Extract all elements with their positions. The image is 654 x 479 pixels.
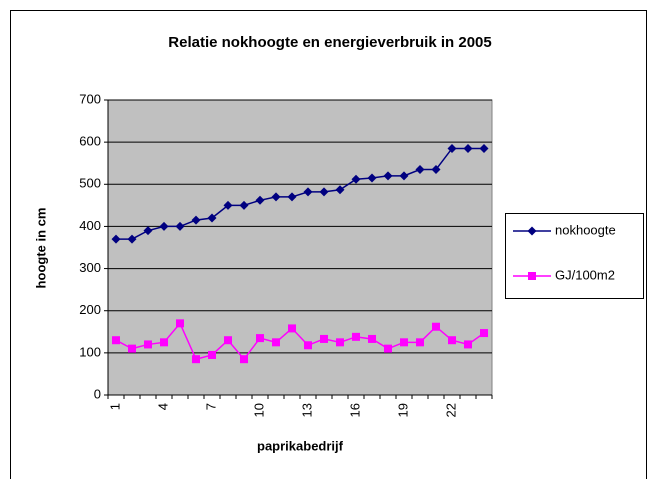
data-point bbox=[208, 350, 216, 359]
data-point bbox=[336, 338, 344, 347]
y-tick-label: 300 bbox=[79, 260, 101, 275]
data-point bbox=[480, 329, 488, 338]
data-point bbox=[128, 344, 136, 353]
legend-marker bbox=[528, 272, 536, 280]
x-axis-label: paprikabedrijf bbox=[257, 438, 344, 453]
data-point bbox=[320, 334, 328, 343]
data-point bbox=[240, 355, 248, 364]
data-point bbox=[431, 165, 441, 175]
data-point bbox=[255, 195, 265, 205]
data-point bbox=[367, 173, 377, 183]
data-point bbox=[432, 322, 440, 331]
chart-title: Relatie nokhoogte en energieverbruik in … bbox=[168, 34, 491, 51]
x-tick-label: 10 bbox=[251, 403, 266, 417]
data-point bbox=[319, 187, 329, 197]
x-tick-label: 4 bbox=[155, 403, 170, 410]
data-point bbox=[463, 143, 473, 153]
data-point bbox=[303, 187, 313, 197]
data-point bbox=[415, 165, 425, 175]
legend bbox=[505, 213, 644, 299]
data-point bbox=[207, 213, 217, 223]
data-point bbox=[159, 221, 169, 231]
y-tick-label: 500 bbox=[79, 176, 101, 191]
legend-marker bbox=[527, 226, 537, 236]
data-point bbox=[175, 221, 185, 231]
data-point bbox=[239, 200, 249, 210]
data-point bbox=[272, 338, 280, 347]
x-tick-label: 16 bbox=[347, 403, 362, 417]
data-point bbox=[111, 234, 121, 244]
x-tick-label: 1 bbox=[107, 403, 122, 410]
data-point bbox=[143, 226, 153, 236]
data-point bbox=[223, 200, 233, 210]
y-tick-label: 200 bbox=[79, 302, 101, 317]
data-point bbox=[352, 332, 360, 341]
data-point bbox=[399, 171, 409, 181]
data-point bbox=[416, 338, 424, 347]
data-point bbox=[384, 344, 392, 353]
data-point bbox=[448, 336, 456, 345]
data-point bbox=[383, 171, 393, 181]
data-point bbox=[287, 192, 297, 202]
data-point bbox=[288, 324, 296, 333]
data-point bbox=[400, 338, 408, 347]
data-point bbox=[335, 185, 345, 195]
plot-area bbox=[107, 99, 493, 396]
data-point bbox=[447, 143, 457, 153]
y-tick-label: 700 bbox=[79, 91, 101, 106]
data-point bbox=[304, 341, 312, 350]
data-point bbox=[271, 192, 281, 202]
data-point bbox=[160, 338, 168, 347]
data-point bbox=[224, 336, 232, 345]
y-tick-label: 100 bbox=[79, 344, 101, 359]
data-point bbox=[112, 336, 120, 345]
data-point bbox=[479, 143, 489, 153]
x-tick-label: 7 bbox=[203, 403, 218, 410]
y-tick-label: 0 bbox=[94, 386, 101, 401]
y-tick-label: 400 bbox=[79, 218, 101, 233]
data-point bbox=[127, 234, 137, 244]
y-axis-label: hoogte in cm bbox=[33, 208, 48, 289]
legend-label: nokhoogte bbox=[555, 222, 616, 237]
data-point bbox=[176, 319, 184, 328]
x-tick-label: 13 bbox=[299, 403, 314, 417]
data-point bbox=[368, 334, 376, 343]
data-point bbox=[191, 215, 201, 225]
y-tick-label: 600 bbox=[79, 134, 101, 149]
data-point bbox=[144, 340, 152, 349]
data-point bbox=[256, 334, 264, 343]
x-tick-label: 22 bbox=[443, 403, 458, 417]
data-point bbox=[464, 340, 472, 349]
x-tick-label: 19 bbox=[395, 403, 410, 417]
legend-label: GJ/100m2 bbox=[555, 267, 615, 282]
data-point bbox=[351, 174, 361, 184]
data-point bbox=[192, 355, 200, 364]
